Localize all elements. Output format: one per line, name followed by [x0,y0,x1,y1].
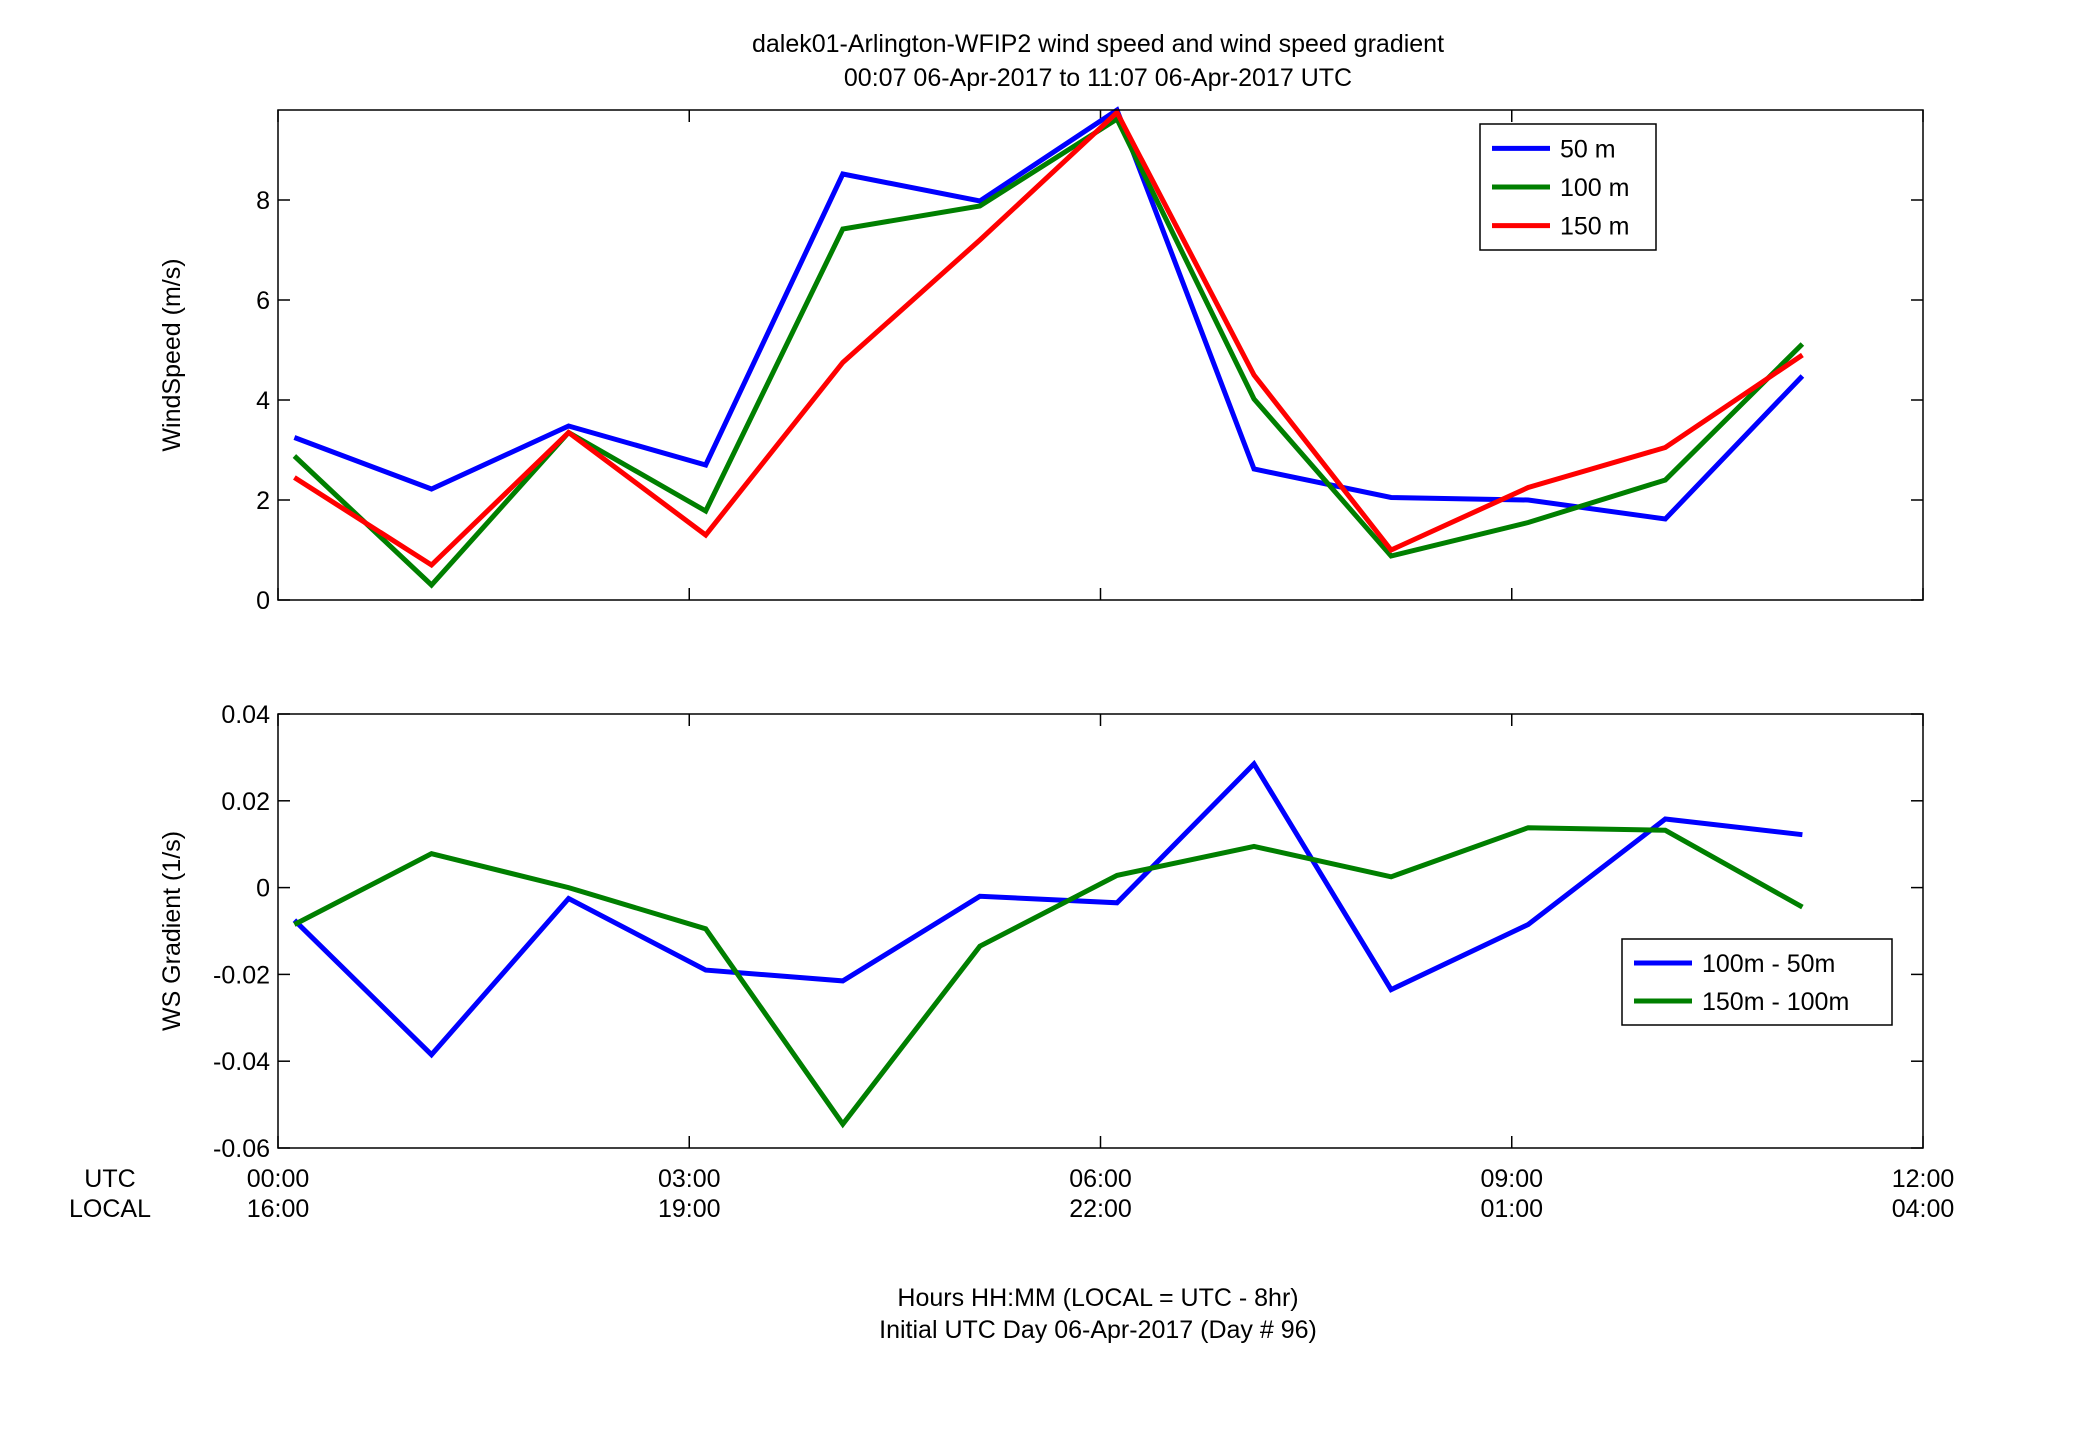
x-tick-label-local: 16:00 [247,1195,310,1223]
y-axis-label: WindSpeed (m/s) [158,258,186,451]
legend-label: 100 m [1560,174,1629,202]
y-tick-label: 4 [256,387,270,415]
series-line-1 [293,106,1805,522]
y-tick-label: 0 [256,587,270,615]
plot-panel-2: -0.06 -0.04 -0.02 0 0.02 0.04 WS Gradient (1/s… [158,701,1924,1163]
x-tick-label-local: 04:00 [1892,1195,1955,1223]
legend-box [1621,938,1893,1026]
plot-frame [277,713,1924,1149]
x-tick-label-utc: 00:00 [247,1165,310,1193]
legend-label: 150m - 100m [1702,988,1849,1016]
y-axis-label: WS Gradient (1/s) [158,831,186,1031]
y-tick-label: 8 [256,187,270,215]
series-line-2 [293,825,1804,1129]
legend-label: 150 m [1560,213,1629,241]
legend-label: 50 m [1560,135,1616,163]
legend: 100m - 50m 150m - 100m [1621,938,1893,1026]
plot-frame [277,109,1924,601]
y-tick-label: -0.06 [213,1135,270,1163]
series-line-1 [292,759,1803,1059]
y-tick-label: -0.04 [213,1048,270,1076]
y-tick-label: -0.02 [213,961,270,989]
local-row-label: LOCAL [69,1195,151,1223]
x-axis-label-line2: Initial UTC Day 06-Apr-2017 (Day # 96) [879,1316,1317,1344]
x-tick-label-utc: 06:00 [1069,1165,1132,1193]
legend: 50 m 100 m 150 m [1479,123,1657,251]
x-tick-label-utc: 03:00 [658,1165,721,1193]
x-tick-label-utc: 12:00 [1892,1165,1955,1193]
utc-row-label: UTC [84,1165,135,1193]
y-tick-label: 0.04 [221,701,270,729]
y-tick-label: 6 [256,287,270,315]
legend-label: 100m - 50m [1702,950,1835,978]
x-axis-label-line1: Hours HH:MM (LOCAL = UTC - 8hr) [897,1284,1298,1312]
chart-title-line2: 00:07 06-Apr-2017 to 11:07 06-Apr-2017 U… [844,64,1352,92]
plot-panel-1: 0 2 4 6 8 WindSpeed (m/s) 50 m 100 m 150 m [158,106,1924,615]
x-tick-label-local: 22:00 [1069,1195,1132,1223]
x-tick-label-local: 01:00 [1480,1195,1543,1223]
x-tick-label-local: 19:00 [658,1195,721,1223]
chart-title-line1: dalek01-Arlington-WFIP2 wind speed and w… [752,30,1444,58]
y-tick-label: 0 [256,875,270,903]
y-tick-label: 2 [256,487,270,515]
x-tick-label-utc: 09:00 [1480,1165,1543,1193]
y-tick-label: 0.02 [221,788,270,816]
series-line-3 [293,108,1804,569]
